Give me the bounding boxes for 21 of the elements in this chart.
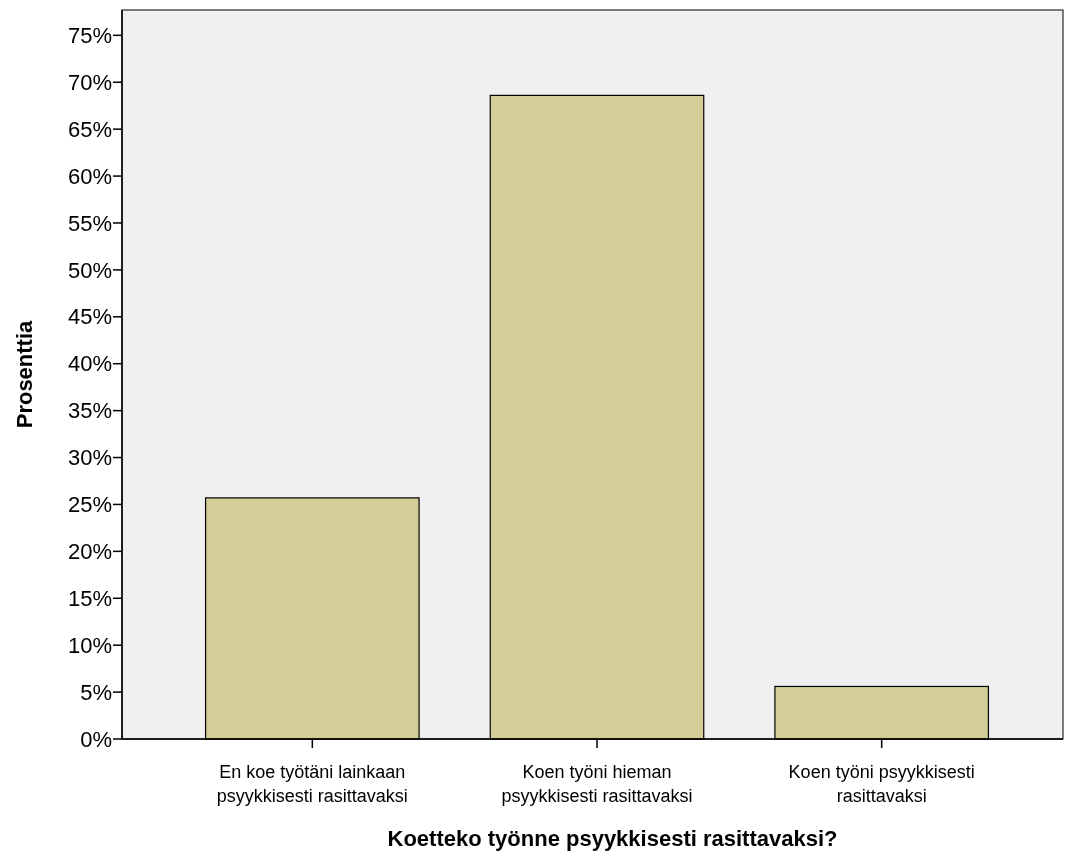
y-tick-label: 10% — [67, 632, 112, 658]
x-tick-label: En koe työtäni lainkaan psyykkisesti rasittavaksi — [216, 762, 408, 806]
y-tick-label: 50% — [67, 257, 112, 283]
y-tick-label: 65% — [67, 116, 112, 142]
x-axis-title: Koetteko työnne psyykkisesti rasittavaksi? — [387, 826, 838, 851]
y-axis-title: Prosenttia — [12, 319, 37, 429]
y-tick-label: 45% — [67, 304, 112, 330]
y-tick-label: 35% — [67, 398, 112, 424]
y-tick-label: 40% — [67, 351, 112, 377]
y-tick-label: 5% — [80, 679, 112, 705]
y-tick-label: 75% — [67, 23, 112, 49]
y-tick-label: 25% — [67, 492, 112, 518]
y-tick-label: 0% — [80, 726, 112, 752]
x-tick-label: Koen työni hieman psyykkisesti rasittavaksi — [501, 762, 693, 806]
y-tick-label: 15% — [67, 585, 112, 611]
y-tick-label: 55% — [67, 210, 112, 236]
y-tick-label: 60% — [67, 163, 112, 189]
y-tick-label: 70% — [67, 69, 112, 95]
y-tick-label: 20% — [67, 539, 112, 565]
y-tick-label: 30% — [67, 445, 112, 471]
x-tick-label: Koen työni psyykkisesti rasittavaksi — [788, 762, 975, 806]
